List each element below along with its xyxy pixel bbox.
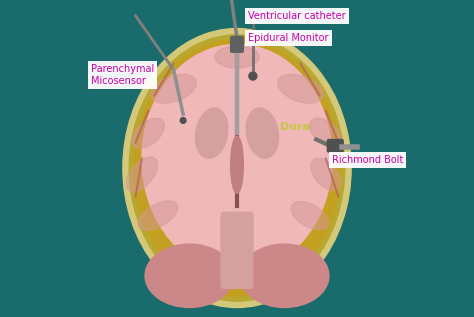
Ellipse shape [291,202,328,230]
Text: Dura: Dura [280,122,310,132]
Ellipse shape [240,244,329,307]
Ellipse shape [180,118,186,123]
FancyBboxPatch shape [231,36,243,52]
FancyBboxPatch shape [221,212,253,288]
Ellipse shape [311,158,341,191]
Ellipse shape [123,29,351,307]
Text: Epidural Monitor: Epidural Monitor [248,33,328,43]
Ellipse shape [142,44,332,273]
Ellipse shape [138,201,178,230]
Ellipse shape [126,157,158,192]
Ellipse shape [132,118,164,148]
Text: Richmond Bolt: Richmond Bolt [332,155,403,165]
Ellipse shape [195,108,228,158]
Ellipse shape [249,72,257,80]
Ellipse shape [151,74,196,103]
Ellipse shape [145,244,234,307]
Text: Parenchymal
Micosensor: Parenchymal Micosensor [91,64,155,86]
Ellipse shape [246,108,279,158]
Ellipse shape [129,35,345,301]
Ellipse shape [215,46,259,68]
Ellipse shape [134,40,340,296]
Ellipse shape [310,118,342,148]
Ellipse shape [231,136,243,193]
Ellipse shape [278,74,323,103]
Text: Ventricular catheter: Ventricular catheter [248,10,346,21]
FancyBboxPatch shape [328,139,343,152]
